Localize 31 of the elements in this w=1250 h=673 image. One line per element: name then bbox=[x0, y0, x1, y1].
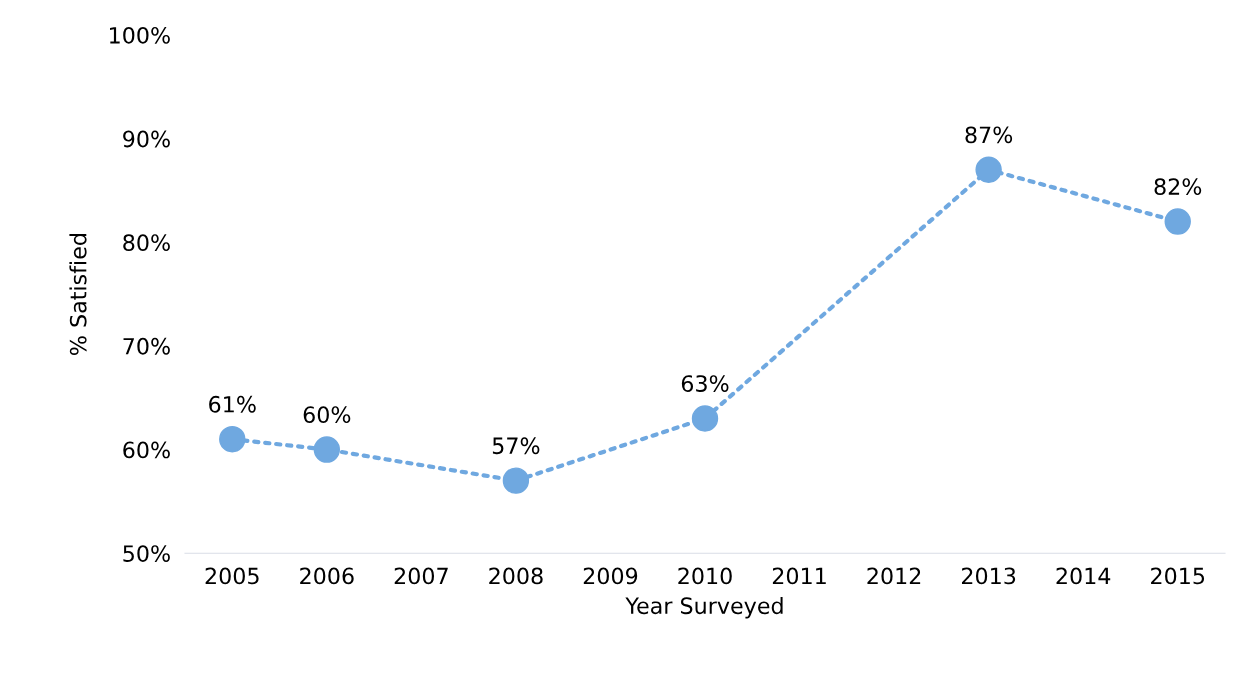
point bbox=[691, 405, 719, 432]
point bbox=[313, 436, 341, 463]
x-tick-label: 2014 bbox=[1056, 567, 1111, 585]
x-tick-label: 2015 bbox=[1151, 567, 1205, 585]
y-tick-label: 70% bbox=[123, 337, 170, 355]
point bbox=[502, 467, 530, 494]
y-axis-title: % Satisfied bbox=[69, 234, 87, 355]
point bbox=[1164, 208, 1191, 235]
data-label: 57% bbox=[492, 437, 540, 455]
x-tick-label: 2012 bbox=[867, 567, 921, 585]
x-tick-label: 2005 bbox=[205, 567, 259, 585]
y-tick-label: 80% bbox=[123, 234, 170, 252]
x-tick-label: 2013 bbox=[961, 567, 1016, 585]
x-tick-label: 2008 bbox=[489, 567, 543, 585]
data-label: 60% bbox=[303, 406, 351, 424]
data-label: 61% bbox=[209, 395, 256, 413]
x-tick-label: 2009 bbox=[583, 567, 638, 585]
x-axis-title: Year Surveyed bbox=[625, 596, 783, 619]
y-tick-label: 50% bbox=[123, 545, 170, 562]
y-tick-label: 100% bbox=[110, 26, 170, 44]
point bbox=[975, 156, 1002, 183]
data-label: 63% bbox=[681, 375, 729, 392]
x-tick-label: 2007 bbox=[394, 567, 448, 585]
x-tick-label: 2010 bbox=[678, 567, 732, 585]
data-label: 82% bbox=[1154, 178, 1202, 196]
y-tick-label: 90% bbox=[123, 130, 170, 148]
x-tick-label: 2011 bbox=[772, 567, 826, 585]
x-tick-label: 2006 bbox=[300, 567, 354, 585]
data-label: 87% bbox=[965, 126, 1013, 144]
y-tick-label: 60% bbox=[123, 441, 170, 459]
point bbox=[219, 426, 246, 453]
